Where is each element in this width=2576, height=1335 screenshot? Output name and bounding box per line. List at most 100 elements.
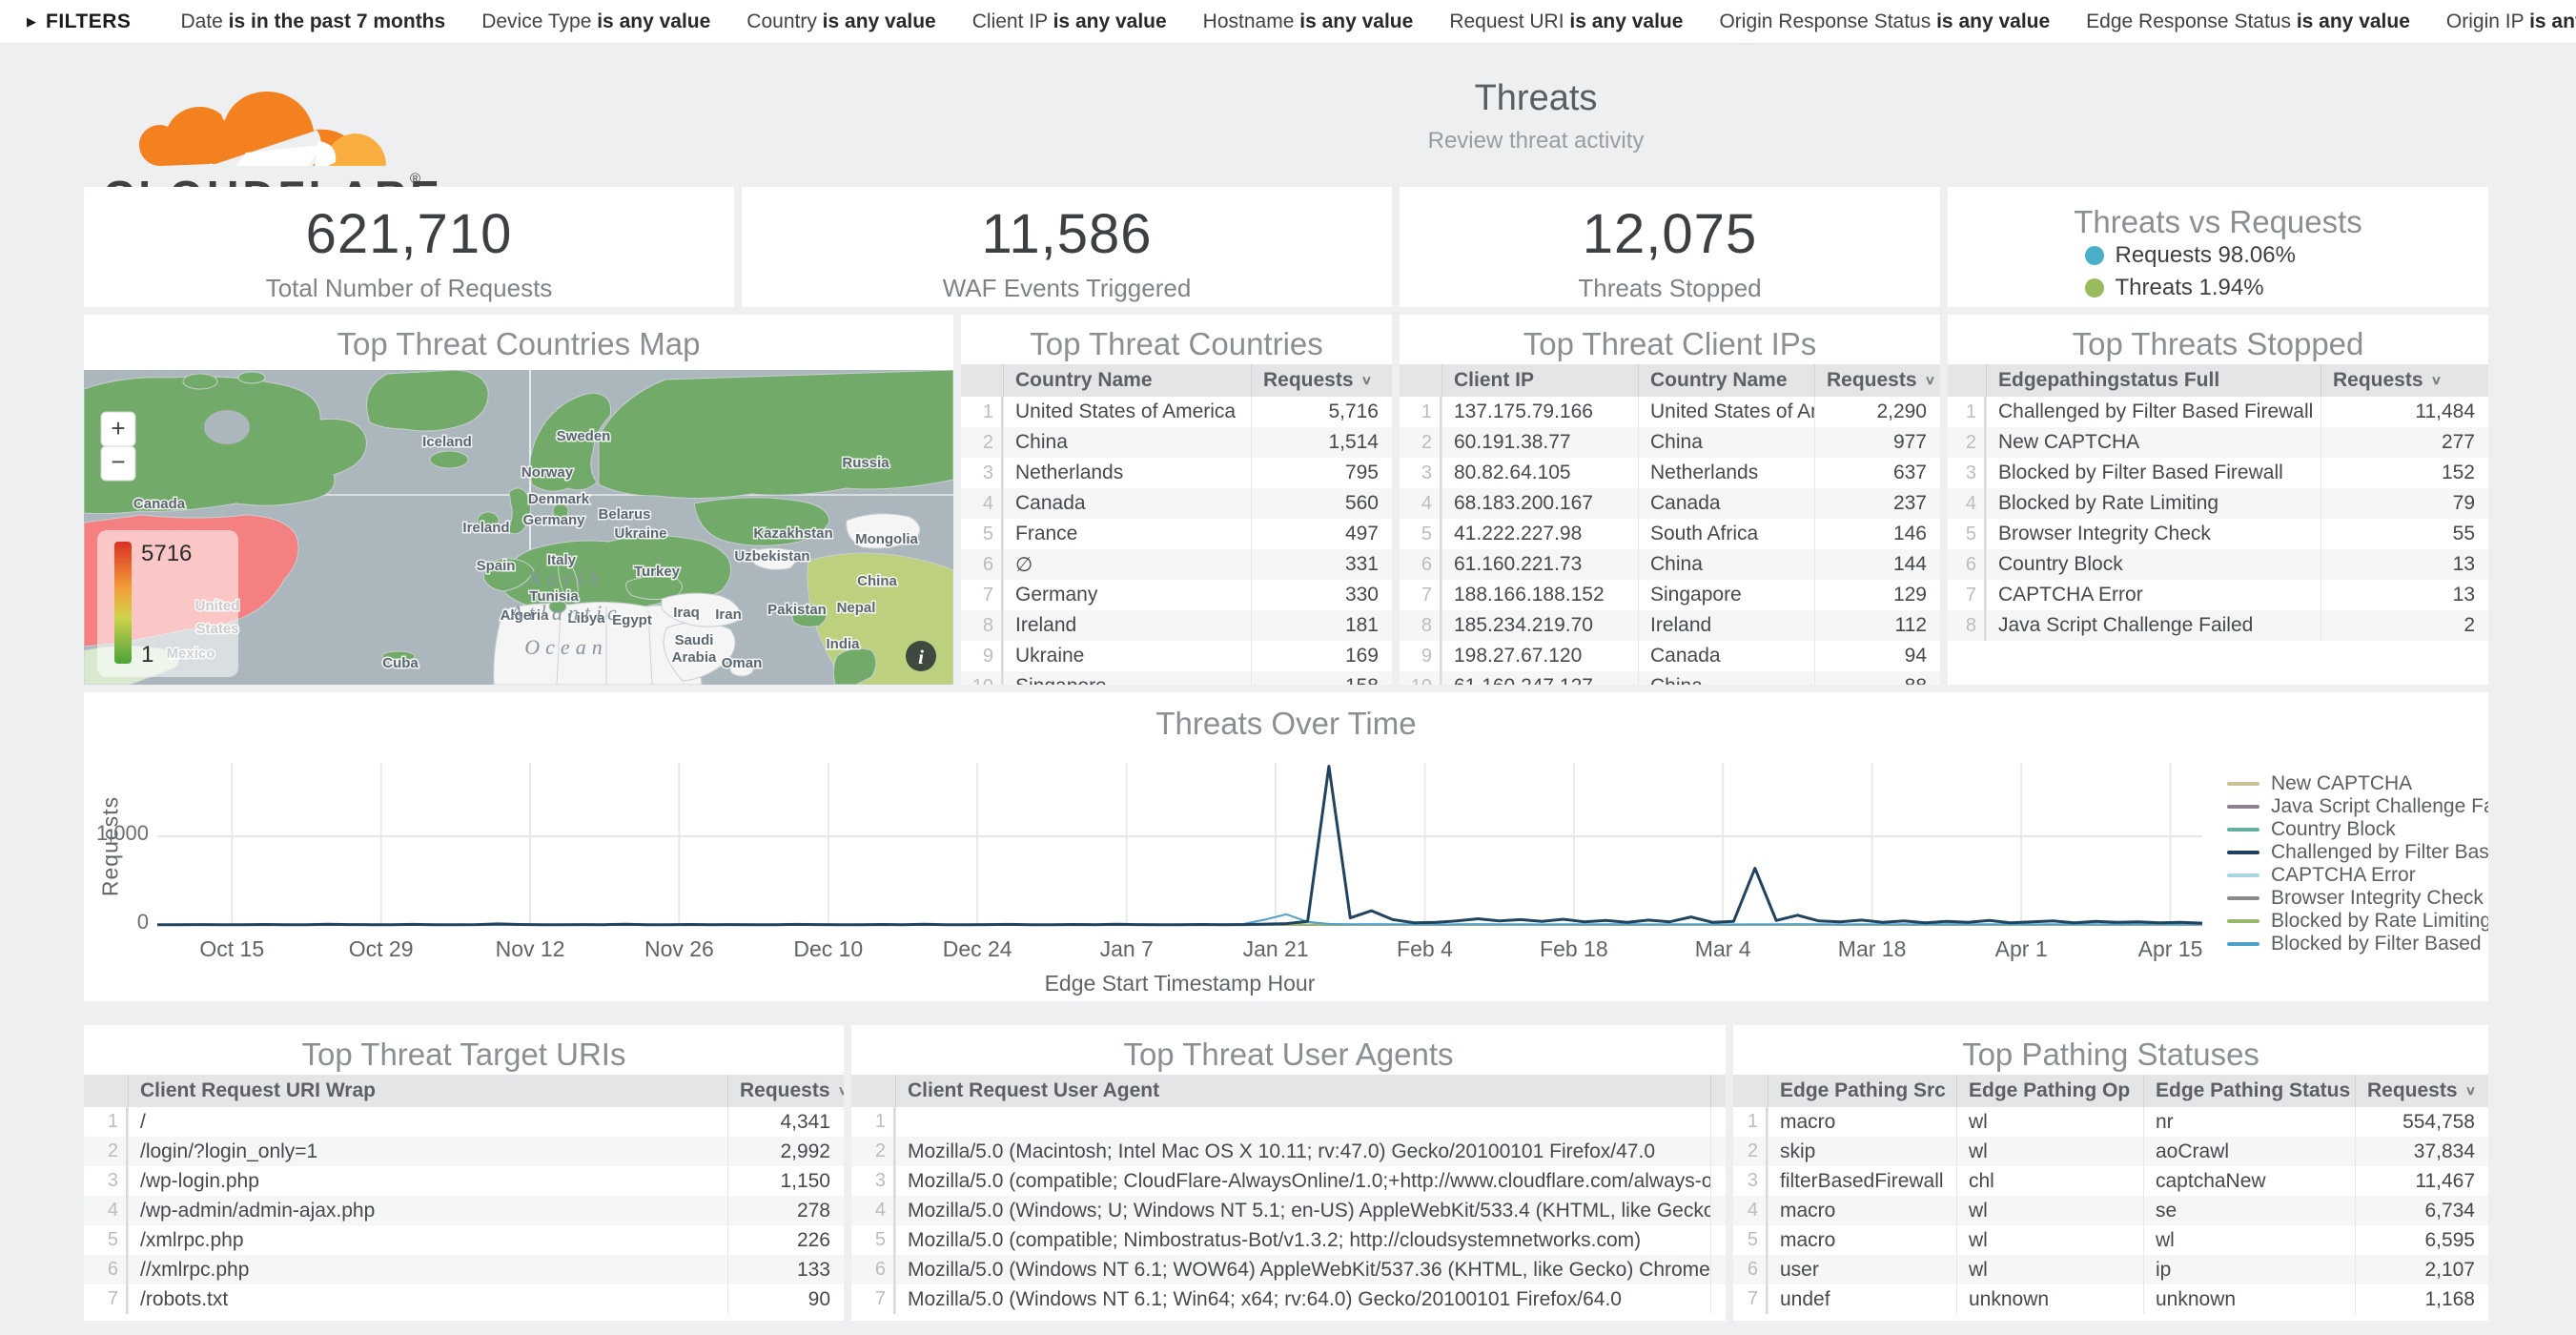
row-rank: 5 [961,519,1003,549]
column-header-requests[interactable]: Requests∨ [1814,364,1940,397]
x-axis-title: Edge Start Timestamp Hour [1044,971,1316,996]
table-cell: 133 [727,1255,844,1284]
map-label-pakistan: Pakistan [767,602,827,618]
table-row: 6//xmlrpc.php 133 [84,1255,844,1284]
table-cell: / [128,1107,727,1137]
filter-item-request-uri[interactable]: Request URI is any value [1449,10,1684,32]
column-header-client-ip: Client IP [1441,364,1638,397]
page-title: Threats [1474,78,1598,118]
filter-item-date[interactable]: Date is in the past 7 months [180,10,446,32]
row-rank: 1 [1948,397,1986,427]
table-row: 5 Browser Integrity Check 55 [1948,519,2488,549]
page-subtitle: Review threat activity [1427,128,1645,154]
column-header-requests[interactable]: Requests∨ [727,1075,844,1107]
top-threat-target-uris-panel: Top Threat Target URIs Client Request URI… [84,1025,844,1321]
map-iran-iraq [661,592,742,627]
table-cell: 11,467 [2355,1166,2488,1196]
column-header-requests[interactable]: Requests∨ [1251,364,1392,397]
filter-item-hostname[interactable]: Hostname is any value [1202,10,1414,32]
filter-item-origin-response-status[interactable]: Origin Response Status is any value [1719,10,2051,32]
x-tick: Apr 1 [1994,936,2048,961]
filters-toggle[interactable]: ▶ FILTERS [27,10,131,33]
filter-item-client-ip[interactable]: Client IP is any value [971,10,1167,32]
x-tick: Nov 26 [644,936,714,961]
table-cell: Mozilla/5.0 (Windows NT 6.1; Win64; x64;… [895,1284,1710,1314]
table-cell: 13 [2320,580,2488,610]
world-map[interactable]: CanadaUnitedStatesMexicoCubaIcelandIrela… [84,370,953,685]
table-cell: 2,290 [1814,397,1940,427]
row-rank: 3 [1400,458,1441,488]
filter-bar: ▶ FILTERS Date is in the past 7 months De… [0,0,2576,44]
table-cell: ∅ [1003,549,1251,580]
map-info-button[interactable]: i [906,641,936,671]
x-tick: Feb 4 [1397,936,1453,961]
table-row: 1061.160.247.127China88 [1400,671,1940,685]
table-cell: 129 [1814,580,1940,610]
minus-icon: − [111,447,125,476]
column-header-edge-pathing-op: Edge Pathing Op [1956,1075,2143,1107]
kpi-value: 621,710 [305,203,513,265]
column-header-country-name: Country Name [1003,364,1251,397]
row-rank: 6 [84,1255,128,1284]
table-cell: 88 [1814,671,1940,685]
map-label-germany: Germany [522,512,585,528]
column-header-requests[interactable]: Requests∨ [2320,364,2488,397]
x-tick: Oct 29 [348,936,414,961]
table-row: 4 Blocked by Rate Limiting 79 [1948,488,2488,519]
table-cell: Mozilla/5.0 (compatible; Nimbostratus-Bo… [895,1225,1710,1255]
map-oman [729,662,754,677]
map-label-arabia: Arabia [672,649,717,666]
map-label-ocean: Ocean [524,635,607,659]
table-cell: Canada [1003,488,1251,519]
filter-item-country[interactable]: Country is any value [746,10,936,32]
expand-arrow-icon: ▶ [27,13,36,29]
table-cell: 1,168 [2355,1284,2488,1314]
map-ireland-island [477,511,500,530]
x-tick: Feb 18 [1540,936,1608,961]
row-rank: 3 [851,1166,895,1196]
sort-desc-icon: ∨ [2430,374,2443,388]
row-rank: 5 [851,1225,895,1255]
table-cell: 41.222.227.98 [1441,519,1638,549]
row-rank: 2 [851,1137,895,1166]
map-legend-max: 5716 [141,541,192,566]
table-row: 7 undef unknown unknown 1,168 [1733,1284,2488,1314]
table-cell: 237 [1814,488,1940,519]
map-zoom-in-button[interactable]: + [100,411,136,447]
y-axis-label: Requests [97,795,123,897]
threats-over-time-chart[interactable] [157,759,2202,929]
table-cell: 2,107 [2355,1255,2488,1284]
map-spain [482,558,535,592]
filter-item-edge-response-status[interactable]: Edge Response Status is any value [2086,10,2410,32]
table-row: 4/wp-admin/admin-ajax.php 278 [84,1196,844,1225]
map-zoom-out-button[interactable]: − [100,445,136,482]
table-cell: 185.234.219.70 [1441,610,1638,641]
table-cell: 278 [727,1196,844,1225]
column-header-requests[interactable]: Requests∨ [2355,1075,2488,1107]
row-rank: 2 [1948,427,1986,458]
map-russia [598,370,953,500]
legend-dot-icon [2084,246,2104,265]
filter-item-origin-ip[interactable]: Origin IP is any value [2445,10,2576,32]
table-cell: wl [2143,1225,2355,1255]
chart-legend-item: CAPTCHA Error [2227,864,2488,887]
table-cell: Java Script Challenge Failed [1986,610,2320,641]
column-header-edge-pathing-src: Edge Pathing Src [1768,1075,1956,1107]
row-rank: 3 [84,1166,128,1196]
map-label-sweden: Sweden [557,428,611,444]
filter-item-device-type[interactable]: Device Type is any value [481,10,711,32]
row-rank: 3 [961,458,1003,488]
table-cell [1710,1255,1726,1284]
x-tick: Jan 21 [1242,936,1309,961]
table-cell: South Africa [1638,519,1814,549]
table-cell: unknown [1956,1284,2143,1314]
x-tick: Oct 15 [199,936,265,961]
row-rank: 5 [84,1225,128,1255]
row-rank: 5 [1400,519,1441,549]
legend-line-icon [2227,828,2259,832]
map-iceland [429,450,469,469]
table-row: 2 skip wl aoCrawl 37,834 [1733,1137,2488,1166]
plus-icon: + [111,414,125,442]
table-cell: New CAPTCHA [1986,427,2320,458]
